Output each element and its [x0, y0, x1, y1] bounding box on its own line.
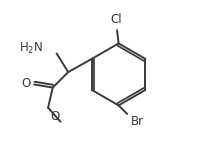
Text: H$_2$N: H$_2$N — [19, 41, 43, 56]
Text: Br: Br — [131, 115, 144, 128]
Text: Cl: Cl — [110, 13, 122, 26]
Text: O: O — [50, 110, 60, 123]
Text: O: O — [21, 77, 30, 90]
